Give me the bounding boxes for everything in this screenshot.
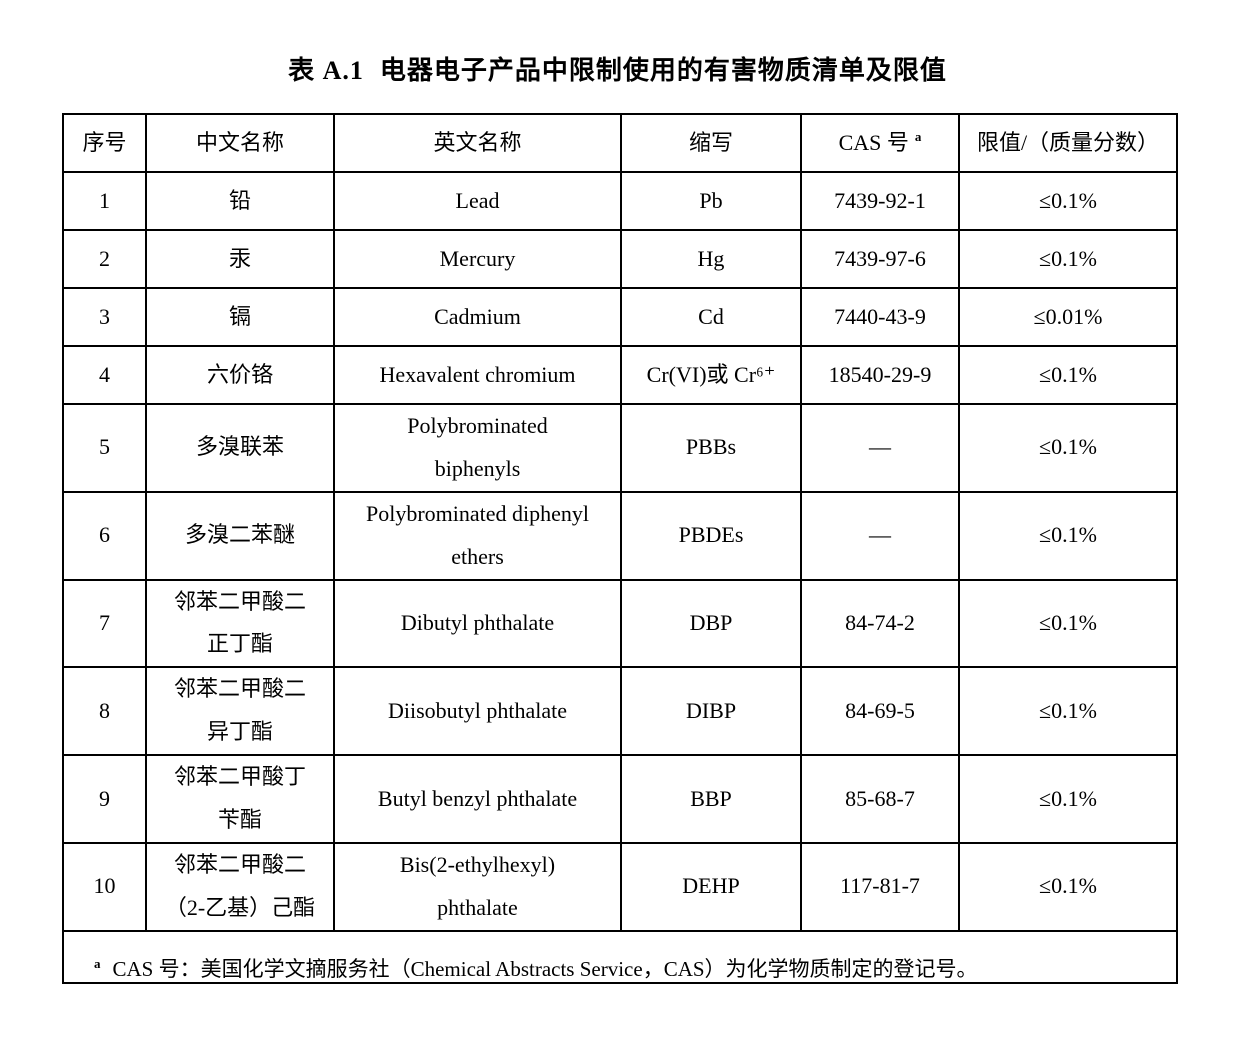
cell-cas-number: 84-69-5 <box>800 666 960 757</box>
cell-chinese-name: 邻苯二甲酸二 （2-乙基）己酯 <box>145 841 335 932</box>
cell-no: 3 <box>62 287 147 347</box>
cell-english-name: Cadmium <box>333 287 622 347</box>
cell-cas-number: — <box>800 490 960 581</box>
column-header-no: 序号 <box>62 113 147 173</box>
cell-limit: ≤0.1% <box>958 229 1178 289</box>
cell-cas-number: 7440-43-9 <box>800 287 960 347</box>
cell-cas-number: 85-68-7 <box>800 754 960 844</box>
page-title: 表 A.1 电器电子产品中限制使用的有害物质清单及限值 <box>0 50 1235 87</box>
cell-no: 10 <box>62 841 147 932</box>
cell-cas-number: 7439-92-1 <box>800 171 960 231</box>
table-row: 7 邻苯二甲酸二 正丁酯 Dibutyl phthalate DBP 84-74… <box>62 578 1178 669</box>
cell-chinese-name: 邻苯二甲酸二 正丁酯 <box>145 578 335 669</box>
cell-english-name: Lead <box>333 171 622 231</box>
cas-header-label: CAS 号 <box>838 129 909 155</box>
cell-chinese-name: 多溴联苯 <box>145 403 335 493</box>
cell-no: 1 <box>62 171 147 231</box>
cell-english-name: Bis(2-ethylhexyl) phthalate <box>333 841 622 932</box>
cell-english-name: Polybrominated diphenyl ethers <box>333 490 622 581</box>
column-header-english-name: 英文名称 <box>333 113 622 173</box>
column-header-cas: CAS 号 a <box>800 113 960 173</box>
cell-abbreviation: DEHP <box>620 841 802 932</box>
table-row: 5 多溴联苯 Polybrominated biphenyls PBBs — ≤… <box>62 403 1178 493</box>
cell-cas-number: 7439-97-6 <box>800 229 960 289</box>
cell-chinese-name: 六价铬 <box>145 345 335 405</box>
cell-english-name: Hexavalent chromium <box>333 345 622 405</box>
footnote-text: CAS 号：美国化学文摘服务社（Chemical Abstracts Servi… <box>112 956 978 981</box>
column-header-limit: 限值/（质量分数） <box>958 113 1178 173</box>
cell-abbreviation: Cr(VI)或 Cr⁶⁺ <box>620 345 802 405</box>
table-row: 9 邻苯二甲酸丁 苄酯 Butyl benzyl phthalate BBP 8… <box>62 754 1178 844</box>
table-row: 6 多溴二苯醚 Polybrominated diphenyl ethers P… <box>62 490 1178 581</box>
cell-limit: ≤0.1% <box>958 403 1178 493</box>
cell-english-name: Mercury <box>333 229 622 289</box>
cell-abbreviation: Cd <box>620 287 802 347</box>
cell-chinese-name: 多溴二苯醚 <box>145 490 335 581</box>
cell-no: 5 <box>62 403 147 493</box>
cell-limit: ≤0.1% <box>958 754 1178 844</box>
cell-no: 9 <box>62 754 147 844</box>
cell-no: 4 <box>62 345 147 405</box>
cell-abbreviation: DBP <box>620 578 802 669</box>
table-row: 3 镉 Cadmium Cd 7440-43-9 ≤0.01% <box>62 287 1178 347</box>
cell-english-name: Dibutyl phthalate <box>333 578 622 669</box>
table-title-text: 电器电子产品中限制使用的有害物质清单及限值 <box>379 56 947 85</box>
cell-cas-number: 18540-29-9 <box>800 345 960 405</box>
cell-cas-number: 84-74-2 <box>800 578 960 669</box>
column-header-abbreviation: 缩写 <box>620 113 802 173</box>
cell-no: 6 <box>62 490 147 581</box>
hazardous-substances-table: 序号 中文名称 英文名称 缩写 CAS 号 a 限值/（质量分数） 1 铅 Lea… <box>62 113 1178 985</box>
cell-limit: ≤0.1% <box>958 490 1178 581</box>
column-header-chinese-name: 中文名称 <box>145 113 335 173</box>
cell-abbreviation: PBDEs <box>620 490 802 581</box>
cell-english-name: Polybrominated biphenyls <box>333 403 622 493</box>
cell-limit: ≤0.1% <box>958 171 1178 231</box>
cell-cas-number: — <box>800 403 960 493</box>
cell-abbreviation: Pb <box>620 171 802 231</box>
cell-no: 2 <box>62 229 147 289</box>
table-footnote-row: a CAS 号：美国化学文摘服务社（Chemical Abstracts Serv… <box>62 929 1178 985</box>
footnote-marker: a <box>94 955 101 971</box>
cell-abbreviation: Hg <box>620 229 802 289</box>
cell-limit: ≤0.1% <box>958 345 1178 405</box>
table-row: 8 邻苯二甲酸二 异丁酯 Diisobutyl phthalate DIBP 8… <box>62 666 1178 757</box>
cell-chinese-name: 铅 <box>145 171 335 231</box>
cell-chinese-name: 镉 <box>145 287 335 347</box>
cell-chinese-name: 邻苯二甲酸丁 苄酯 <box>145 754 335 844</box>
table-row: 2 汞 Mercury Hg 7439-97-6 ≤0.1% <box>62 229 1178 289</box>
cell-abbreviation: DIBP <box>620 666 802 757</box>
cell-abbreviation: BBP <box>620 754 802 844</box>
cell-abbreviation: PBBs <box>620 403 802 493</box>
cell-chinese-name: 汞 <box>145 229 335 289</box>
cell-no: 8 <box>62 666 147 757</box>
cell-cas-number: 117-81-7 <box>800 841 960 932</box>
cell-limit: ≤0.1% <box>958 841 1178 932</box>
cell-limit: ≤0.1% <box>958 578 1178 669</box>
cas-footnote-marker: a <box>914 129 922 145</box>
cell-no: 7 <box>62 578 147 669</box>
table-row: 10 邻苯二甲酸二 （2-乙基）己酯 Bis(2-ethylhexyl) pht… <box>62 841 1178 932</box>
cell-chinese-name: 邻苯二甲酸二 异丁酯 <box>145 666 335 757</box>
table-header-row: 序号 中文名称 英文名称 缩写 CAS 号 a 限值/（质量分数） <box>62 113 1178 173</box>
cell-limit: ≤0.1% <box>958 666 1178 757</box>
table-row: 1 铅 Lead Pb 7439-92-1 ≤0.1% <box>62 171 1178 231</box>
table-row: 4 六价铬 Hexavalent chromium Cr(VI)或 Cr⁶⁺ 1… <box>62 345 1178 405</box>
cas-footnote: a CAS 号：美国化学文摘服务社（Chemical Abstracts Serv… <box>62 929 1178 985</box>
cell-limit: ≤0.01% <box>958 287 1178 347</box>
table-number-label: 表 A.1 <box>288 56 364 85</box>
cell-english-name: Butyl benzyl phthalate <box>333 754 622 844</box>
cell-english-name: Diisobutyl phthalate <box>333 666 622 757</box>
